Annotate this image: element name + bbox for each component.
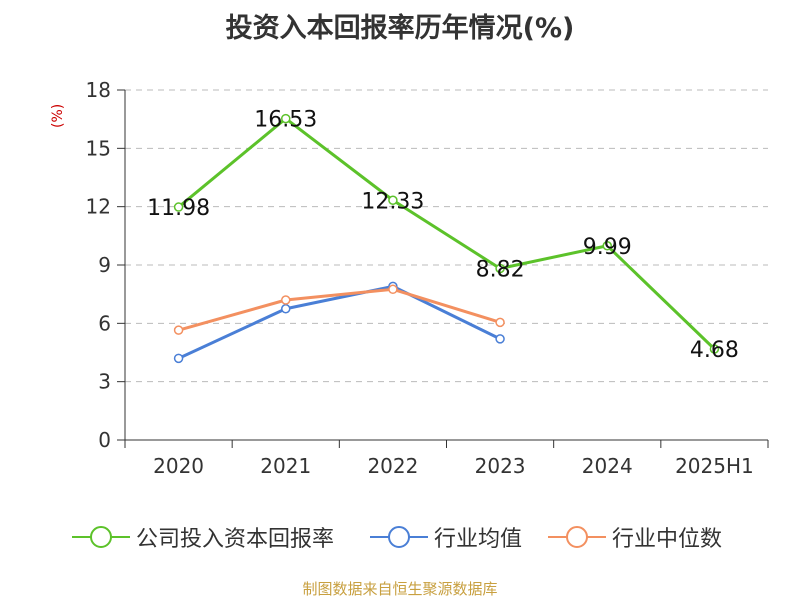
y-tick-label: 15 [86, 136, 111, 160]
legend-item-industry-median[interactable]: 行业中位数 [548, 520, 722, 554]
legend-item-roic[interactable]: 公司投入资本回报率 [72, 520, 334, 554]
data-point [173, 202, 184, 212]
y-tick-label: 3 [98, 370, 111, 394]
data-point [173, 325, 184, 335]
y-tick-label: 9 [98, 253, 111, 277]
legend-swatch-icon [370, 524, 428, 550]
legend: 公司投入资本回报率 行业均值 行业中位数 [0, 520, 800, 554]
legend-label: 行业均值 [434, 527, 523, 552]
legend-label: 行业中位数 [612, 527, 723, 552]
x-tick-label: 2024 [582, 454, 633, 478]
data-point [709, 344, 720, 354]
series-line-1 [177, 284, 501, 360]
y-tick-label: 18 [86, 78, 111, 102]
data-point [173, 353, 184, 364]
data-point [388, 195, 398, 205]
data-label: 11.98 [147, 196, 210, 221]
data-point [602, 241, 612, 251]
chart-title: 投资入本回报率历年情况(%) [225, 13, 575, 44]
data-point [281, 113, 291, 124]
data-label: 8.82 [476, 258, 525, 283]
line-chart: 0 3 6 9 12 15 18 2020 2021 2022 2023 2024 2025H1 11.9… [86, 78, 769, 478]
legend-item-industry-mean[interactable]: 行业均值 [370, 520, 522, 554]
data-point [388, 284, 398, 295]
data-source-note: 制图数据来自恒生聚源数据库 [302, 580, 498, 598]
data-label: 4.68 [690, 338, 739, 363]
x-tick-label: 2023 [475, 454, 526, 478]
data-label: 16.53 [254, 108, 317, 133]
x-tick-label: 2021 [260, 454, 311, 478]
y-tick-label: 0 [98, 428, 111, 452]
legend-label: 公司投入资本回报率 [136, 527, 335, 552]
x-tick-label: 2020 [153, 454, 204, 478]
series-line-2 [178, 287, 501, 332]
legend-swatch-icon [72, 524, 130, 550]
x-tick-label: 2022 [367, 454, 418, 478]
data-label: 12.33 [361, 189, 424, 214]
legend-swatch-icon [548, 524, 606, 550]
data-point [281, 295, 291, 305]
series-line-0 [177, 117, 716, 351]
data-label: 9.99 [583, 235, 632, 260]
x-tick-label: 2025H1 [675, 454, 754, 478]
data-point [495, 334, 505, 344]
y-tick-label: 6 [98, 311, 111, 335]
data-point [281, 304, 291, 314]
data-point [495, 263, 505, 274]
y-tick-label: 12 [86, 195, 111, 219]
data-point [495, 317, 505, 328]
